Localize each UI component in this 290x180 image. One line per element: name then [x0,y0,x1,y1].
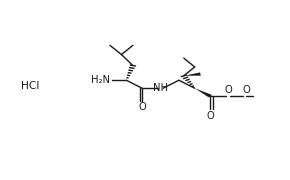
Text: O: O [224,85,232,95]
Text: O: O [138,102,146,112]
Polygon shape [184,73,201,76]
Text: H₂N: H₂N [91,75,110,85]
Text: O: O [206,111,214,121]
Text: NH: NH [153,83,168,93]
Polygon shape [195,88,212,97]
Text: O: O [243,85,250,95]
Text: HCl: HCl [21,82,39,91]
